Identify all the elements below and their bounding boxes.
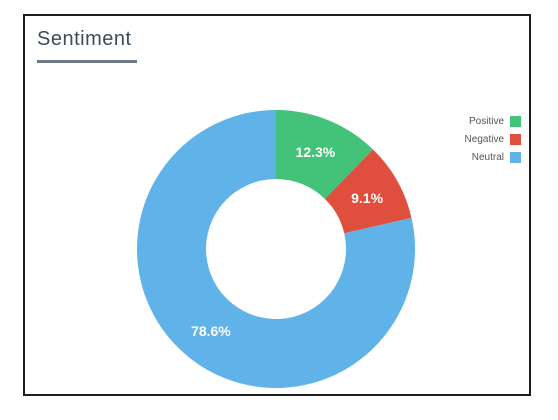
- title-underline: [37, 60, 137, 63]
- legend-item-negative[interactable]: Negative: [465, 134, 521, 145]
- chart-card: Sentiment 12.3% 9.1% 78.6% Positive Negati…: [23, 14, 531, 396]
- legend-swatch-neutral: [510, 152, 521, 163]
- donut-slices: [136, 110, 415, 388]
- legend-swatch-negative: [510, 134, 521, 145]
- legend-swatch-positive: [510, 116, 521, 127]
- slice-label-neutral: 78.6%: [191, 323, 231, 339]
- legend-label-neutral: Neutral: [471, 152, 504, 163]
- chart-legend: Positive Negative Neutral: [465, 116, 521, 163]
- legend-item-positive[interactable]: Positive: [469, 116, 521, 127]
- legend-label-negative: Negative: [464, 134, 504, 145]
- slice-label-negative: 9.1%: [351, 190, 383, 206]
- donut-slice-labels: 12.3% 9.1% 78.6%: [191, 144, 384, 339]
- donut-slice-neutral[interactable]: [136, 110, 415, 388]
- chart-title: Sentiment: [37, 28, 132, 50]
- donut-slice-negative[interactable]: [324, 149, 412, 234]
- donut-chart: 12.3% 9.1% 78.6%: [136, 110, 415, 388]
- slice-label-positive: 12.3%: [296, 144, 336, 160]
- legend-label-positive: Positive: [468, 116, 504, 127]
- legend-item-neutral[interactable]: Neutral: [472, 152, 521, 163]
- donut-slice-positive[interactable]: [276, 110, 374, 199]
